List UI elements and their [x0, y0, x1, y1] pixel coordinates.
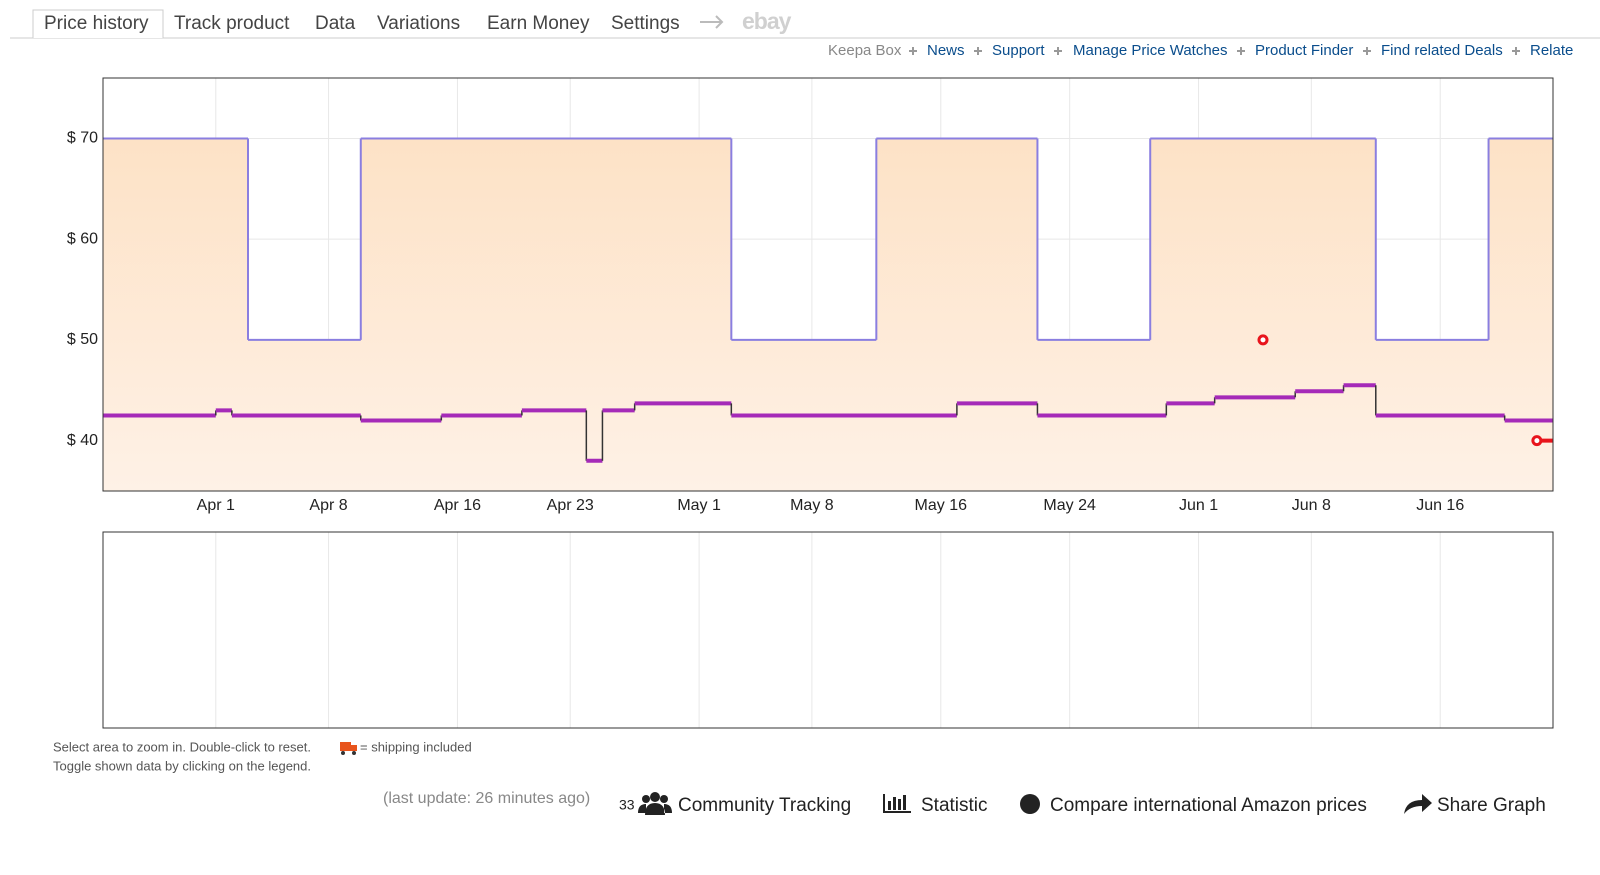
y-tick-label: $ 60 — [67, 230, 98, 247]
price-area — [103, 138, 1553, 491]
x-tick-label: May 16 — [915, 497, 968, 514]
link[interactable]: Manage Price Watches — [1073, 42, 1228, 59]
link[interactable]: Relate — [1530, 42, 1573, 59]
y-tick-label: $ 50 — [67, 331, 98, 348]
statistic-icon — [883, 794, 911, 813]
x-tick-label: Apr 1 — [197, 497, 235, 514]
link[interactable]: Product Finder — [1255, 42, 1353, 59]
action[interactable]: Compare international Amazon prices — [1050, 795, 1367, 816]
price-chart: Apr 1 Apr 8 Apr 16 Apr 23 May 1 May 8 May 16 Ma… — [67, 78, 1553, 514]
y-tick-label: $ 70 — [67, 130, 98, 147]
x-tick-label: Jun 8 — [1292, 497, 1331, 514]
tab[interactable]: Price history — [44, 13, 149, 34]
price-point — [1531, 435, 1543, 447]
action[interactable]: Statistic — [921, 795, 988, 816]
ebay-tab[interactable]: ebay — [742, 8, 793, 34]
link[interactable]: Support — [992, 42, 1045, 59]
last-update: (last update: 26 minutes ago) — [383, 790, 590, 807]
secondary-chart — [215, 532, 1441, 728]
tab[interactable]: Track product — [174, 13, 290, 34]
hint: = shipping included — [360, 739, 472, 754]
link[interactable]: News — [927, 42, 965, 59]
tracker-count: 33 — [619, 797, 635, 813]
active-tab-frame — [32, 9, 164, 38]
x-tick-label: Jun 16 — [1416, 497, 1464, 514]
globe-icon — [1020, 794, 1040, 814]
people-icon — [638, 792, 672, 815]
link-separators — [909, 47, 1520, 55]
x-tick-label: Apr 23 — [547, 497, 594, 514]
x-tick-label: Apr 16 — [434, 497, 481, 514]
link[interactable]: Keepa Box — [828, 42, 902, 59]
action[interactable]: Share Graph — [1437, 795, 1546, 816]
arrow-icon — [700, 15, 724, 29]
price-point — [1257, 334, 1269, 346]
y-tick-label: $ 40 — [67, 432, 98, 449]
x-tick-label: May 24 — [1043, 497, 1096, 514]
hint: Toggle shown data by clicking on the leg… — [53, 758, 311, 773]
x-tick-label: Jun 1 — [1179, 497, 1218, 514]
action[interactable]: Community Tracking — [678, 795, 851, 816]
secondary-frame — [102, 531, 1554, 729]
tab[interactable]: Data — [315, 13, 356, 34]
x-tick-label: May 8 — [790, 497, 834, 514]
plot-frame — [102, 77, 1554, 492]
share-icon — [1404, 794, 1432, 814]
link[interactable]: Find related Deals — [1381, 42, 1503, 59]
tab[interactable]: Earn Money — [487, 13, 590, 34]
x-tick-label: Apr 8 — [309, 497, 347, 514]
truck-icon — [340, 742, 357, 755]
tab[interactable]: Settings — [611, 13, 680, 34]
tab[interactable]: Variations — [377, 13, 460, 34]
x-tick-label: May 1 — [677, 497, 721, 514]
hint: Select area to zoom in. Double-click to … — [53, 739, 311, 754]
